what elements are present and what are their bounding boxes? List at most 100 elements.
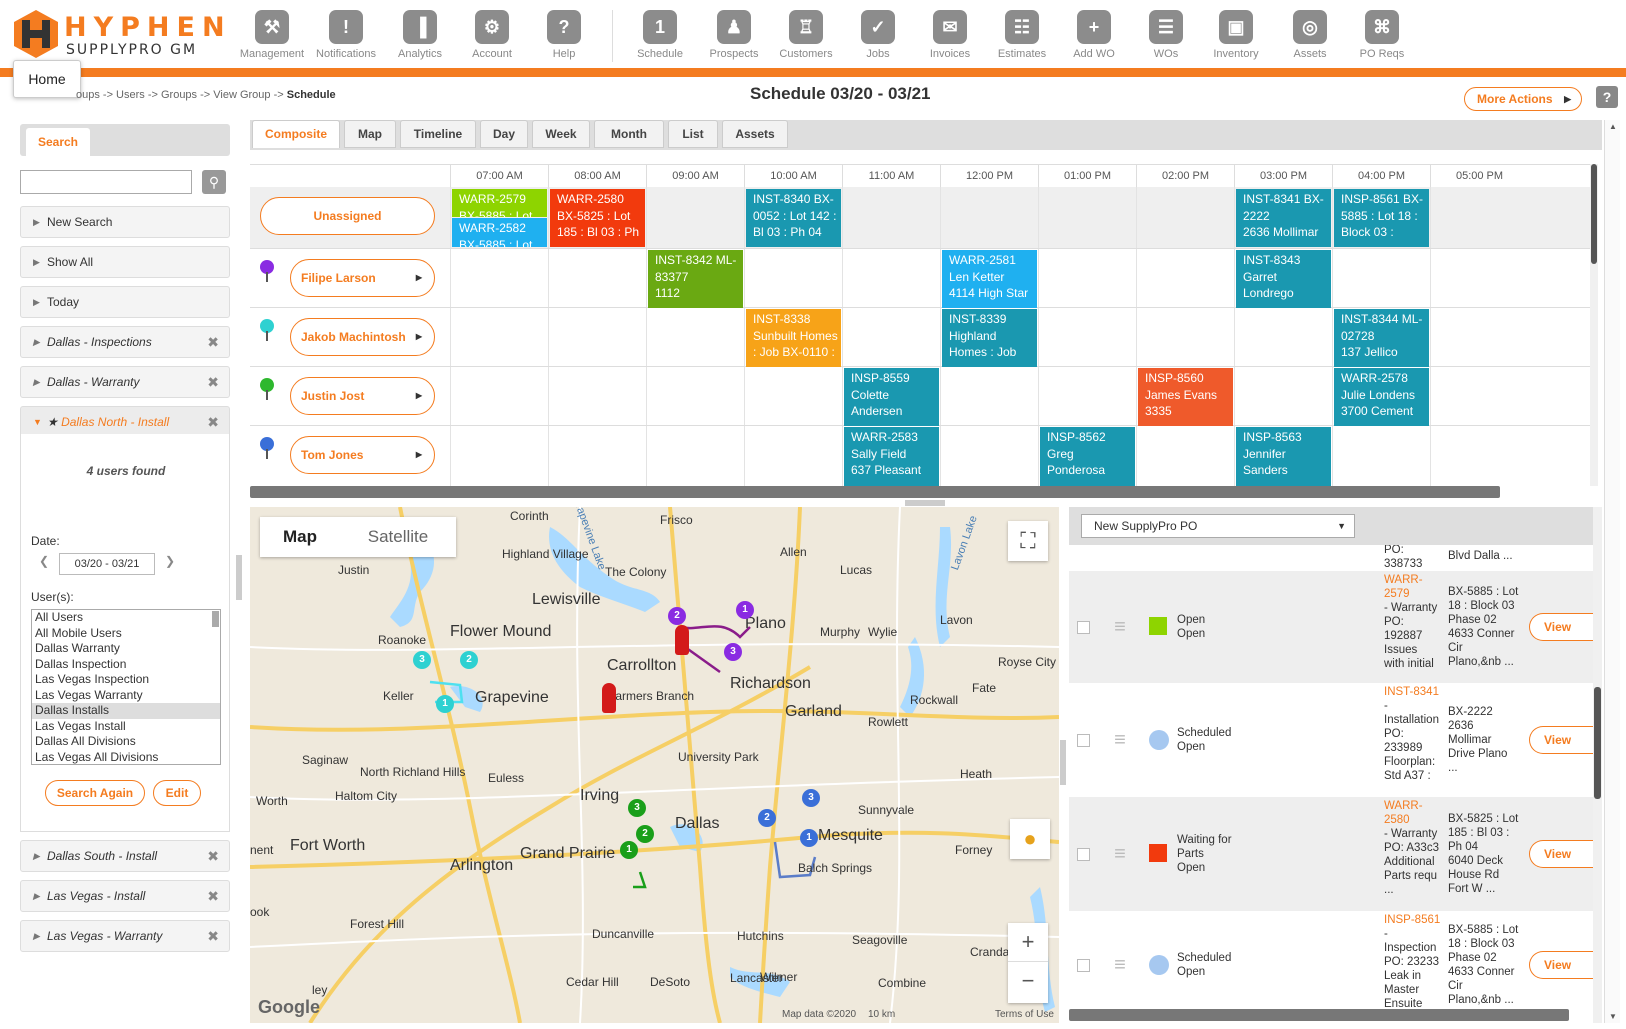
today-item[interactable]: ▶ Today bbox=[20, 286, 230, 318]
user-option[interactable]: Dallas Inspection bbox=[35, 656, 127, 671]
saved-search-las-vegas-install[interactable]: ▶ Las Vegas - Install ✖ bbox=[20, 880, 230, 912]
nav-inventory[interactable]: ▣ Inventory bbox=[1200, 6, 1272, 64]
zoom-in-button[interactable]: + bbox=[1021, 929, 1035, 954]
schedule-event[interactable]: INSP-8562 Greg Ponderosa bbox=[1040, 427, 1135, 486]
horizontal-splitter[interactable] bbox=[905, 500, 945, 506]
schedule-event[interactable]: INSP-8560 James Evans 3335 bbox=[1138, 368, 1233, 426]
user-option[interactable]: Dallas All Divisions bbox=[35, 734, 136, 748]
saved-search-dallas-warranty[interactable]: ▶ Dallas - Warranty ✖ bbox=[20, 366, 230, 398]
map-marker-icon[interactable]: 3 bbox=[802, 789, 820, 807]
drag-handle-icon[interactable]: ≡ bbox=[1114, 843, 1126, 865]
map-marker-icon[interactable]: 3 bbox=[724, 643, 742, 661]
schedule-event[interactable]: INSP-8561 BX- 5885 : Lot 18 : Block 03 : bbox=[1334, 189, 1429, 247]
tab-assets[interactable]: Assets bbox=[722, 120, 788, 148]
tab-day[interactable]: Day bbox=[480, 120, 528, 148]
map-marker-icon[interactable]: 3 bbox=[628, 799, 646, 817]
tab-month[interactable]: Month bbox=[594, 120, 664, 148]
scroll-up-icon[interactable]: ▲ bbox=[1609, 122, 1617, 131]
po-row-checkbox[interactable] bbox=[1077, 621, 1090, 634]
saved-search-las-vegas-warranty[interactable]: ▶ Las Vegas - Warranty ✖ bbox=[20, 920, 230, 952]
search-again-button[interactable]: Search Again bbox=[45, 780, 145, 806]
schedule-event[interactable]: WARR-2580 BX-5825 : Lot 185 : Bl 03 : Ph bbox=[550, 189, 645, 247]
resource-jakob-machintosh[interactable]: Jakob Machintosh ▶ bbox=[290, 318, 435, 356]
page-vertical-scrollbar[interactable]: ▲ ▼ bbox=[1604, 120, 1620, 1023]
grid-horizontal-scrollbar[interactable] bbox=[250, 486, 1500, 498]
map-view[interactable]: Corinth Frisco Highland Village The Colony A… bbox=[250, 507, 1059, 1023]
user-option[interactable]: Dallas Installs bbox=[32, 703, 220, 719]
user-option[interactable]: All Mobile Users bbox=[35, 625, 122, 640]
nav-notifications[interactable]: ! Notifications bbox=[310, 6, 382, 64]
user-option[interactable]: Las Vegas All Divisions bbox=[35, 749, 159, 764]
panel-splitter[interactable] bbox=[236, 555, 242, 600]
schedule-event[interactable]: WARR-2581 Len Ketter 4114 High Star bbox=[942, 250, 1037, 308]
user-option[interactable]: Dallas Warranty bbox=[35, 641, 120, 655]
saved-search-dallas-inspections[interactable]: ▶ Dallas - Inspections ✖ bbox=[20, 326, 230, 358]
caret-right-icon[interactable]: ▶ bbox=[415, 273, 422, 282]
drag-handle-icon[interactable]: ≡ bbox=[1114, 729, 1126, 751]
tab-composite[interactable]: Composite bbox=[252, 120, 340, 148]
map-marker-icon[interactable]: 2 bbox=[636, 825, 654, 843]
map-tab[interactable]: Map bbox=[283, 527, 317, 546]
zoom-out-button[interactable]: − bbox=[1008, 961, 1048, 1000]
user-option[interactable]: Las Vegas Warranty bbox=[35, 687, 143, 702]
map-marker-icon[interactable]: 2 bbox=[460, 651, 478, 669]
search-input[interactable] bbox=[20, 170, 192, 194]
nav-account[interactable]: ⚙ Account bbox=[456, 6, 528, 64]
close-icon[interactable]: ✖ bbox=[207, 928, 219, 944]
schedule-event[interactable]: INST-8341 BX- 2222 2636 Mollimar bbox=[1236, 189, 1331, 247]
nav-analytics[interactable]: ▐ Analytics bbox=[384, 6, 456, 64]
person-marker-icon[interactable] bbox=[675, 625, 689, 655]
po-row-checkbox[interactable] bbox=[1077, 734, 1090, 747]
person-marker-icon[interactable] bbox=[602, 683, 616, 713]
nav-wos[interactable]: ☰ WOs bbox=[1130, 6, 1202, 64]
listbox-scrollbar[interactable] bbox=[212, 611, 219, 627]
po-id-link[interactable]: INST-8341 bbox=[1384, 686, 1439, 698]
resource-tom-jones[interactable]: Tom Jones ▶ bbox=[290, 436, 435, 474]
schedule-event[interactable]: WARR-2582 BX-5885 : Lot bbox=[452, 218, 547, 247]
schedule-event[interactable]: INST-8339 Highland Homes : Job bbox=[942, 309, 1037, 367]
nav-po-reqs[interactable]: ⌘ PO Reqs bbox=[1346, 6, 1418, 64]
view-button[interactable]: View bbox=[1529, 951, 1593, 979]
map-marker-icon[interactable]: 2 bbox=[668, 607, 686, 625]
schedule-event[interactable]: WARR-2583 Sally Field 637 Pleasant bbox=[844, 427, 939, 486]
nav-assets[interactable]: ◎ Assets bbox=[1274, 6, 1346, 64]
tab-list[interactable]: List bbox=[668, 120, 718, 148]
satellite-tab[interactable]: Satellite bbox=[367, 527, 429, 546]
grid-vertical-scrollbar[interactable] bbox=[1590, 164, 1598, 486]
po-row-checkbox[interactable] bbox=[1077, 848, 1090, 861]
user-option[interactable]: All Users bbox=[35, 610, 84, 624]
close-icon[interactable]: ✖ bbox=[207, 848, 219, 864]
view-button[interactable]: View bbox=[1529, 840, 1593, 868]
tab-map[interactable]: Map bbox=[344, 120, 396, 148]
nav-prospects[interactable]: ♟ Prospects bbox=[698, 6, 770, 64]
map-marker-icon[interactable]: 3 bbox=[413, 651, 431, 669]
po-id-link[interactable]: WARR-2580 bbox=[1384, 800, 1423, 826]
user-option[interactable]: Las Vegas Inspection bbox=[35, 672, 150, 686]
schedule-event[interactable]: WARR-2578 Julie Londens 3700 Cement bbox=[1334, 368, 1429, 426]
new-search-item[interactable]: ▶ New Search bbox=[20, 206, 230, 238]
tab-week[interactable]: Week bbox=[532, 120, 590, 148]
vertical-splitter[interactable] bbox=[1060, 740, 1066, 785]
show-all-item[interactable]: ▶ Show All bbox=[20, 246, 230, 278]
user-option[interactable]: Las Vegas Install bbox=[35, 718, 126, 733]
resource-unassigned[interactable]: Unassigned bbox=[260, 197, 435, 235]
schedule-event[interactable]: INST-8344 ML- 02728 137 Jellico bbox=[1334, 309, 1429, 367]
breadcrumb-trail[interactable]: oups -> Users -> Groups -> View Group -> bbox=[76, 89, 284, 101]
drag-handle-icon[interactable]: ≡ bbox=[1114, 616, 1126, 638]
hyphen-logo[interactable]: HYPHEN SUPPLYPRO GM bbox=[14, 10, 225, 62]
map-terms-link[interactable]: Terms of Use bbox=[995, 1009, 1054, 1020]
po-horizontal-scrollbar[interactable] bbox=[1069, 1009, 1569, 1021]
po-id-link[interactable]: INSP-8561 bbox=[1384, 914, 1441, 926]
edit-button[interactable]: Edit bbox=[153, 780, 201, 806]
nav-estimates[interactable]: ☷ Estimates bbox=[986, 6, 1058, 64]
resource-justin-jost[interactable]: Justin Jost ▶ bbox=[290, 377, 435, 415]
search-tab[interactable]: Search bbox=[26, 128, 90, 156]
saved-search-dallas-south-install[interactable]: ▶ Dallas South - Install ✖ bbox=[20, 840, 230, 872]
po-id-link[interactable]: WARR-2579 bbox=[1384, 574, 1423, 600]
schedule-event[interactable]: INST-8340 BX- 0052 : Lot 142 : Bl 03 : Ph … bbox=[746, 189, 841, 247]
view-button[interactable]: View bbox=[1529, 726, 1593, 754]
po-vertical-scrollbar[interactable] bbox=[1593, 507, 1602, 1023]
close-icon[interactable]: ✖ bbox=[207, 888, 219, 904]
schedule-event[interactable]: INST-8342 ML- 83377 1112 bbox=[648, 250, 743, 308]
caret-right-icon[interactable]: ▶ bbox=[415, 332, 422, 341]
